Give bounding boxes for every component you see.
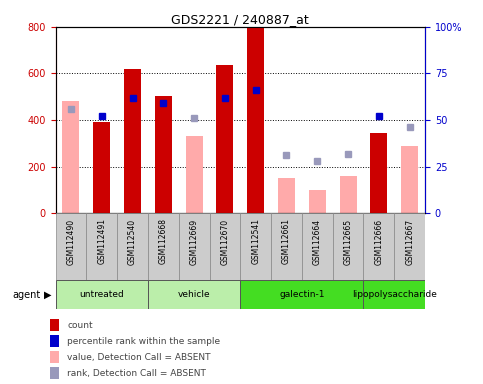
- Bar: [93, 122, 110, 213]
- Text: vehicle: vehicle: [178, 290, 211, 299]
- Bar: [309, 190, 326, 213]
- Bar: [401, 146, 418, 213]
- Bar: [271, 213, 302, 280]
- Text: GSM112540: GSM112540: [128, 218, 137, 265]
- Text: galectin-1: galectin-1: [279, 290, 325, 299]
- Bar: [333, 213, 364, 280]
- Bar: [56, 213, 86, 280]
- Bar: [370, 133, 387, 213]
- Bar: [50, 351, 59, 363]
- Text: value, Detection Call = ABSENT: value, Detection Call = ABSENT: [67, 353, 211, 362]
- Text: untreated: untreated: [79, 290, 124, 299]
- Bar: [179, 213, 210, 280]
- Title: GDS2221 / 240887_at: GDS2221 / 240887_at: [171, 13, 309, 26]
- Bar: [50, 335, 59, 347]
- Text: GSM112665: GSM112665: [343, 218, 353, 265]
- Bar: [247, 28, 264, 213]
- Text: ▶: ▶: [43, 290, 51, 300]
- Text: lipopolysaccharide: lipopolysaccharide: [352, 290, 437, 299]
- Bar: [364, 280, 425, 309]
- Text: GSM112541: GSM112541: [251, 218, 260, 265]
- Bar: [124, 69, 141, 213]
- Bar: [241, 280, 364, 309]
- Bar: [210, 213, 240, 280]
- Bar: [394, 213, 425, 280]
- Bar: [302, 213, 333, 280]
- Text: count: count: [67, 321, 93, 329]
- Bar: [364, 213, 394, 280]
- Bar: [86, 213, 117, 280]
- Text: percentile rank within the sample: percentile rank within the sample: [67, 337, 220, 346]
- Bar: [148, 280, 241, 309]
- Bar: [155, 96, 172, 213]
- Bar: [278, 178, 295, 213]
- Text: GSM112491: GSM112491: [97, 218, 106, 265]
- Text: GSM112667: GSM112667: [405, 218, 414, 265]
- Bar: [62, 101, 79, 213]
- Bar: [216, 65, 233, 213]
- Text: GSM112664: GSM112664: [313, 218, 322, 265]
- Bar: [185, 136, 202, 213]
- Text: GSM112670: GSM112670: [220, 218, 229, 265]
- Bar: [340, 176, 356, 213]
- Bar: [148, 213, 179, 280]
- Bar: [240, 213, 271, 280]
- Bar: [117, 213, 148, 280]
- Text: agent: agent: [12, 290, 40, 300]
- Bar: [50, 319, 59, 331]
- Text: rank, Detection Call = ABSENT: rank, Detection Call = ABSENT: [67, 369, 206, 378]
- Text: GSM112661: GSM112661: [282, 218, 291, 265]
- Text: GSM112490: GSM112490: [67, 218, 75, 265]
- Text: GSM112666: GSM112666: [374, 218, 384, 265]
- Bar: [50, 367, 59, 379]
- Bar: [56, 280, 148, 309]
- Text: GSM112669: GSM112669: [190, 218, 199, 265]
- Text: GSM112668: GSM112668: [159, 218, 168, 265]
